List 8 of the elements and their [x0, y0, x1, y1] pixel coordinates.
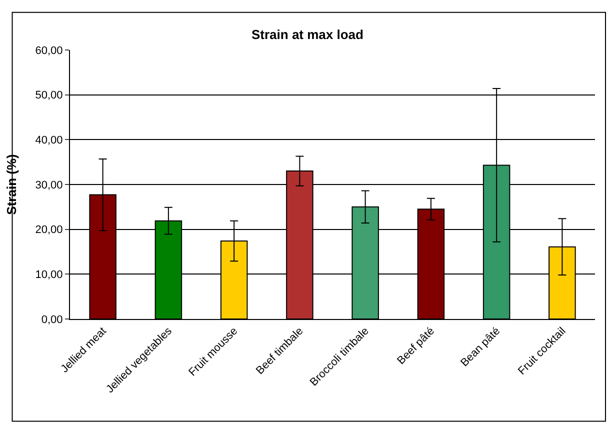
chart-title: Strain at max load — [252, 27, 364, 42]
y-tick-label: 60,00 — [35, 44, 63, 57]
y-tick-label: 40,00 — [35, 134, 63, 147]
y-tick-label: 30,00 — [35, 179, 63, 192]
y-tick-label: 50,00 — [35, 90, 63, 102]
y-tick-label: 20,00 — [35, 224, 63, 236]
y-tick-label: 10,00 — [35, 269, 63, 282]
y-tick-label: 0,00 — [41, 314, 63, 326]
